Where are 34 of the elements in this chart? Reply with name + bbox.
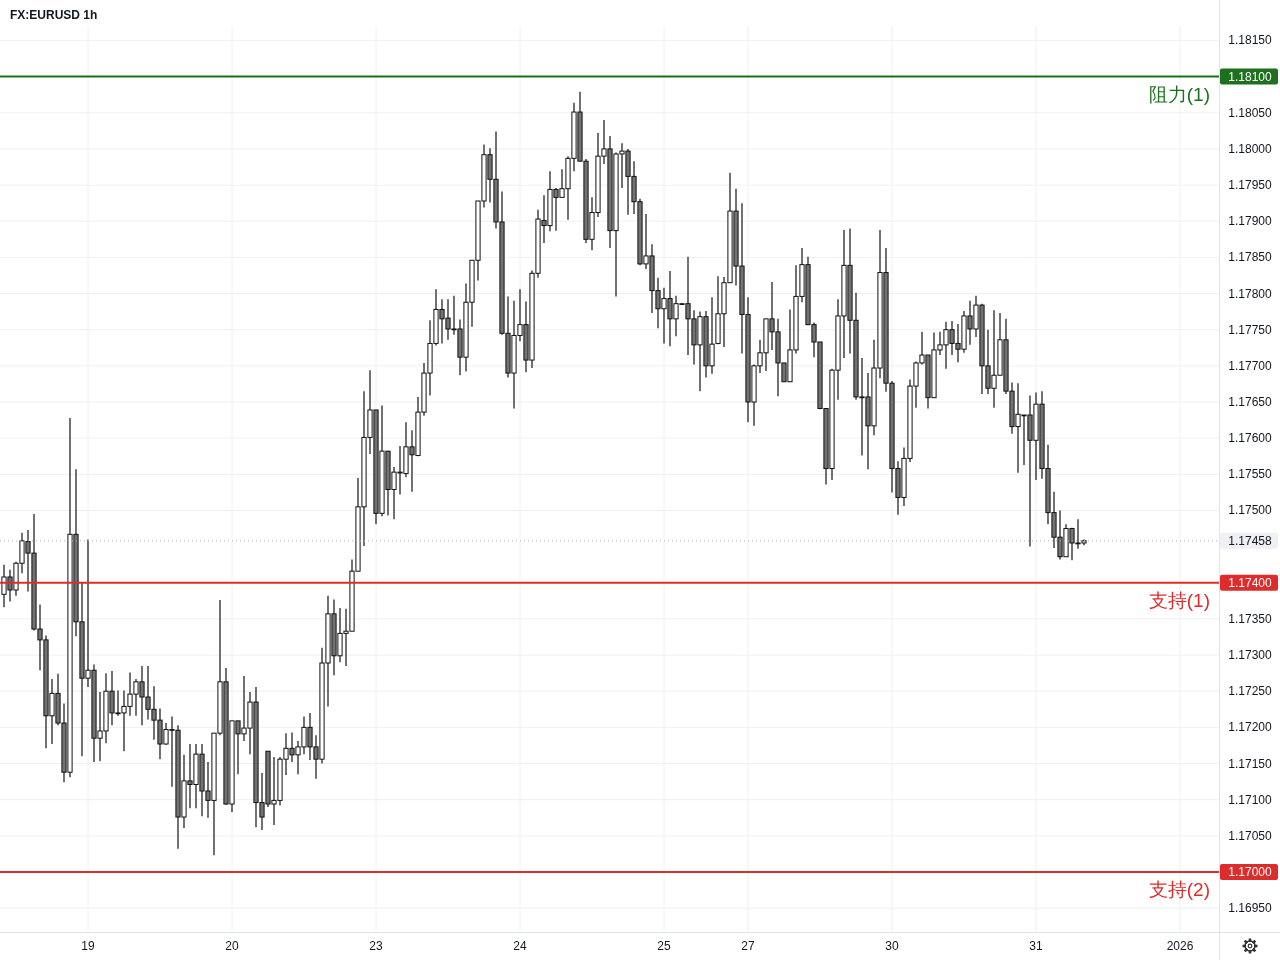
x-tick-label: 24: [513, 939, 527, 953]
ref-line-label: 支持(1): [1148, 589, 1210, 611]
y-tick-label: 1.17600: [1228, 431, 1273, 446]
y-tick-label: 1.17150: [1228, 756, 1273, 771]
x-tick-label: 2026: [1166, 939, 1194, 953]
y-tick-label: 1.17850: [1228, 250, 1273, 265]
y-tick-label: 1.17700: [1228, 358, 1273, 373]
y-tick-label: 1.17050: [1228, 828, 1273, 843]
chart-title: FX:EURUSD 1h: [10, 8, 98, 22]
x-tick-label: 19: [81, 939, 95, 953]
y-tick-label: 1.17350: [1228, 611, 1273, 626]
y-tick-label: 1.16950: [1228, 901, 1273, 916]
x-tick-label: 27: [741, 939, 755, 953]
y-tick-label: 1.18150: [1228, 33, 1273, 48]
y-tick-label: 1.17550: [1228, 467, 1273, 482]
ref-line-label: 阻力(1): [1148, 83, 1210, 105]
y-tick-label: 1.17100: [1228, 792, 1273, 807]
y-tick-label: 1.18050: [1228, 105, 1273, 120]
y-tick-label: 1.17900: [1228, 214, 1273, 229]
x-tick-label: 30: [885, 939, 899, 953]
y-tick-label: 1.17250: [1228, 684, 1273, 699]
y-tick-label: 1.17750: [1228, 322, 1273, 337]
y-tick-label: 1.17200: [1228, 720, 1273, 735]
ref-line-label: 支持(2): [1148, 878, 1210, 900]
y-tick-label: 1.17500: [1228, 503, 1273, 518]
x-tick-label: 20: [225, 939, 239, 953]
x-tick-label: 25: [657, 939, 671, 953]
y-tick-label: 1.17650: [1228, 394, 1273, 409]
y-tick-label: 1.17300: [1228, 648, 1273, 663]
x-tick-label: 23: [369, 939, 383, 953]
x-tick-label: 31: [1029, 939, 1043, 953]
y-tick-label: 1.17800: [1228, 286, 1273, 301]
y-tick-label: 1.18000: [1228, 141, 1273, 156]
y-tick-label: 1.17950: [1228, 178, 1273, 193]
